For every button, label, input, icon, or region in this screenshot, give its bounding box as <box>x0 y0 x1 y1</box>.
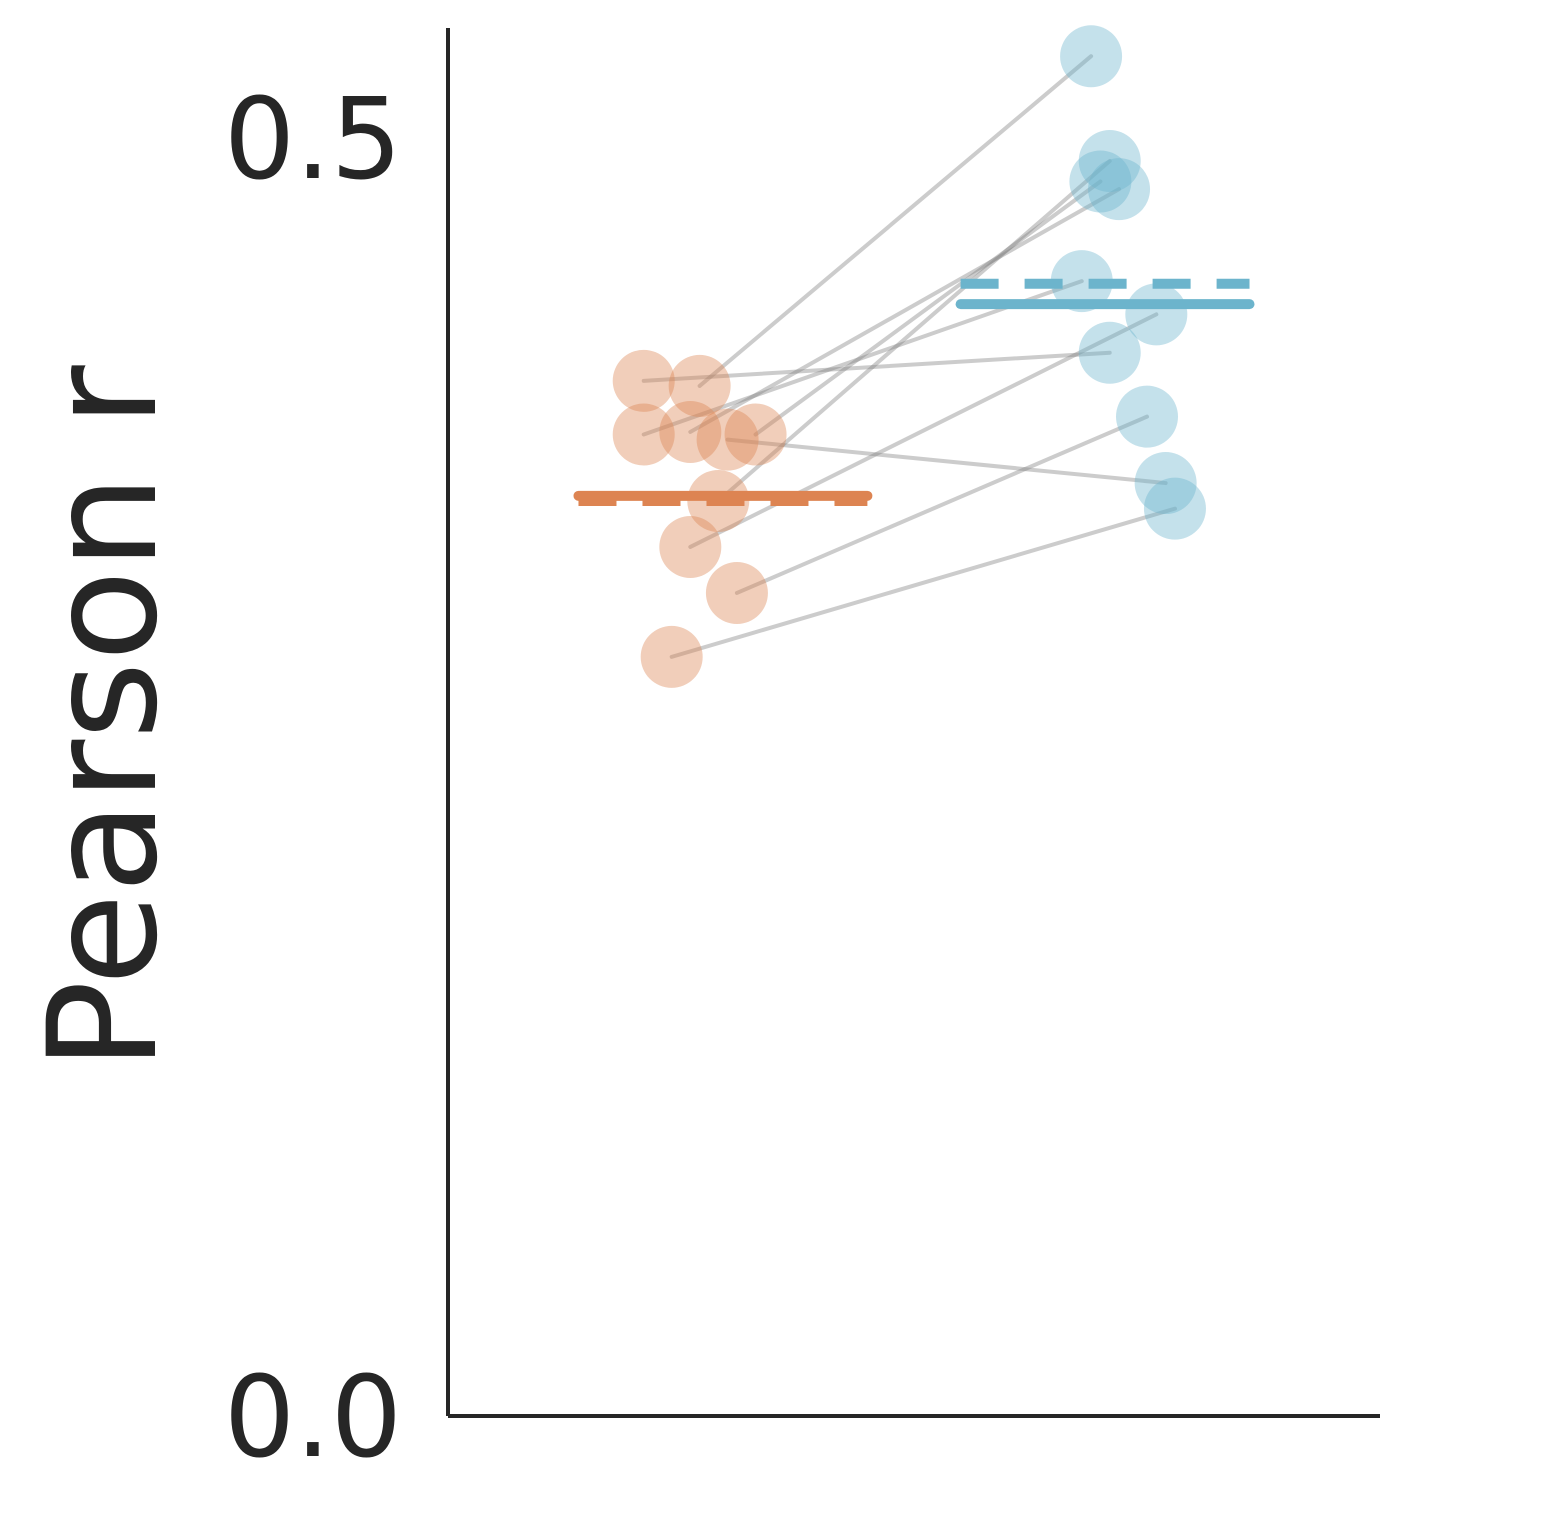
group1-point <box>640 625 703 688</box>
group2-point <box>1069 150 1132 213</box>
y-tick-label: 0.0 <box>224 1353 402 1483</box>
group1-point <box>705 561 768 624</box>
pair-line <box>734 414 1149 595</box>
group2-point <box>1078 130 1141 193</box>
group2-point <box>1143 477 1206 540</box>
group1-point <box>668 354 731 417</box>
summary-lines <box>573 278 1255 506</box>
group2-point <box>1078 321 1141 384</box>
group2-point <box>1116 385 1178 448</box>
group2-point <box>1125 283 1188 346</box>
pair-lines <box>641 54 1177 659</box>
y-axis-label: Pearson r <box>17 365 191 1071</box>
pair-line <box>669 506 1177 659</box>
group2-point <box>1060 25 1123 88</box>
pair-line <box>688 312 1159 549</box>
pair-line <box>641 350 1112 383</box>
group2-point <box>1134 452 1197 515</box>
y-tick-labels: 0.0 0.5 <box>224 75 402 1483</box>
data-points <box>612 25 1206 688</box>
group2-point <box>1050 250 1113 313</box>
group1-point <box>696 408 759 471</box>
group2-point <box>1088 158 1151 221</box>
y-tick-label: 0.5 <box>224 75 402 205</box>
pair-line <box>688 187 1122 434</box>
group1-point <box>659 400 722 463</box>
pair-line <box>753 179 1103 437</box>
group1-point <box>659 515 722 578</box>
pair-line <box>716 159 1112 503</box>
pair-line <box>725 437 1168 486</box>
group1-point <box>612 403 675 466</box>
pair-line <box>697 54 1094 388</box>
group1-point <box>724 403 787 466</box>
group1-point <box>612 349 675 412</box>
